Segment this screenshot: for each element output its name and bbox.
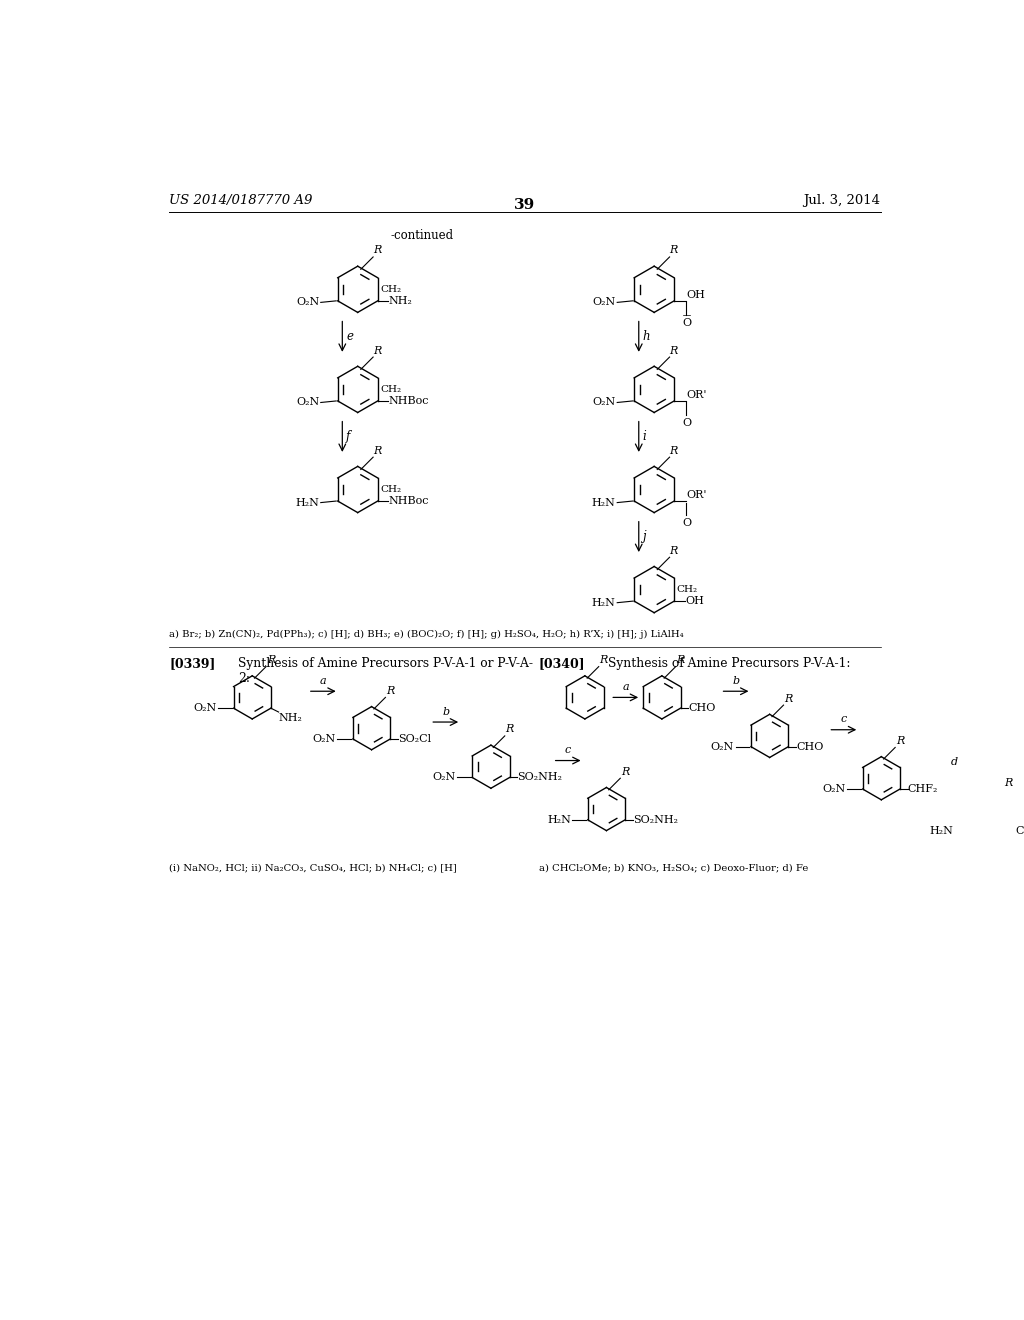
Text: R: R xyxy=(506,725,514,734)
Text: CH₂: CH₂ xyxy=(381,385,402,395)
Text: US 2014/0187770 A9: US 2014/0187770 A9 xyxy=(169,194,312,207)
Text: e: e xyxy=(346,330,353,343)
Text: R: R xyxy=(677,655,685,665)
Text: NH₂: NH₂ xyxy=(279,713,302,723)
Text: NHBoc: NHBoc xyxy=(388,396,429,407)
Text: a) Br₂; b) Zn(CN)₂, Pd(PPh₃); c) [H]; d) BH₃; e) (BOC)₂O; f) [H]; g) H₂SO₄, H₂O;: a) Br₂; b) Zn(CN)₂, Pd(PPh₃); c) [H]; d)… xyxy=(169,630,684,639)
Text: Synthesis of Amine Precursors P-V-A-1:: Synthesis of Amine Precursors P-V-A-1: xyxy=(608,657,851,671)
Text: H₂N: H₂N xyxy=(592,598,615,607)
Text: a: a xyxy=(623,682,629,692)
Text: O₂N: O₂N xyxy=(711,742,734,751)
Text: CHO: CHO xyxy=(796,742,823,751)
Text: OR': OR' xyxy=(686,490,707,500)
Text: c: c xyxy=(841,714,847,725)
Text: CHF₂: CHF₂ xyxy=(907,784,938,795)
Text: Jul. 3, 2014: Jul. 3, 2014 xyxy=(804,194,881,207)
Text: O₂N: O₂N xyxy=(593,397,615,408)
Text: d: d xyxy=(950,756,957,767)
Text: -continued: -continued xyxy=(391,230,454,243)
Text: OH: OH xyxy=(686,289,706,300)
Text: j: j xyxy=(643,531,646,544)
Text: O: O xyxy=(682,318,691,327)
Text: R: R xyxy=(373,346,382,355)
Text: CHF₂: CHF₂ xyxy=(1016,826,1024,837)
Text: NHBoc: NHBoc xyxy=(388,496,429,506)
Text: [0339]: [0339] xyxy=(169,657,215,671)
Text: R: R xyxy=(670,346,678,355)
Text: [0340]: [0340] xyxy=(539,657,586,671)
Text: b: b xyxy=(442,706,450,717)
Text: R: R xyxy=(373,246,382,256)
Text: R: R xyxy=(267,655,275,665)
Text: R: R xyxy=(670,246,678,256)
Text: OH: OH xyxy=(685,597,703,606)
Text: CHO: CHO xyxy=(688,704,716,713)
Text: H₂N: H₂N xyxy=(592,498,615,508)
Text: R: R xyxy=(621,767,630,776)
Text: O₂N: O₂N xyxy=(432,772,456,783)
Text: O: O xyxy=(682,517,691,528)
Text: R: R xyxy=(670,446,678,455)
Text: CH₂: CH₂ xyxy=(381,486,402,494)
Text: CH₂: CH₂ xyxy=(381,285,402,294)
Text: R: R xyxy=(896,737,904,746)
Text: h: h xyxy=(643,330,650,343)
Text: O: O xyxy=(682,418,691,428)
Text: R: R xyxy=(784,693,793,704)
Text: R: R xyxy=(670,545,678,556)
Text: R: R xyxy=(386,686,394,696)
Text: c: c xyxy=(565,746,571,755)
Text: i: i xyxy=(643,430,646,444)
Text: CH₂: CH₂ xyxy=(677,585,697,594)
Text: R: R xyxy=(599,655,608,665)
Text: H₂N: H₂N xyxy=(547,814,570,825)
Text: SO₂NH₂: SO₂NH₂ xyxy=(517,772,562,783)
Text: H₂N: H₂N xyxy=(930,826,953,837)
Text: a) CHCl₂OMe; b) KNO₃, H₂SO₄; c) Deoxo-Fluor; d) Fe: a) CHCl₂OMe; b) KNO₃, H₂SO₄; c) Deoxo-Fl… xyxy=(539,863,808,873)
Text: SO₂NH₂: SO₂NH₂ xyxy=(633,814,678,825)
Text: SO₂Cl: SO₂Cl xyxy=(398,734,431,744)
Text: O₂N: O₂N xyxy=(296,297,319,308)
Text: a: a xyxy=(319,676,327,686)
Text: Synthesis of Amine Precursors P-V-A-1 or P-V-A-
2:: Synthesis of Amine Precursors P-V-A-1 or… xyxy=(239,657,534,685)
Text: 39: 39 xyxy=(514,198,536,213)
Text: O₂N: O₂N xyxy=(194,704,217,713)
Text: f: f xyxy=(346,430,350,444)
Text: NH₂: NH₂ xyxy=(388,296,413,306)
Text: R: R xyxy=(1004,779,1012,788)
Text: O₂N: O₂N xyxy=(312,734,336,744)
Text: O₂N: O₂N xyxy=(593,297,615,308)
Text: O₂N: O₂N xyxy=(822,784,846,795)
Text: R: R xyxy=(373,446,382,455)
Text: b: b xyxy=(732,676,739,686)
Text: H₂N: H₂N xyxy=(295,498,319,508)
Text: OR': OR' xyxy=(686,389,707,400)
Text: (i) NaNO₂, HCl; ii) Na₂CO₃, CuSO₄, HCl; b) NH₄Cl; c) [H]: (i) NaNO₂, HCl; ii) Na₂CO₃, CuSO₄, HCl; … xyxy=(169,863,457,873)
Text: O₂N: O₂N xyxy=(296,397,319,408)
